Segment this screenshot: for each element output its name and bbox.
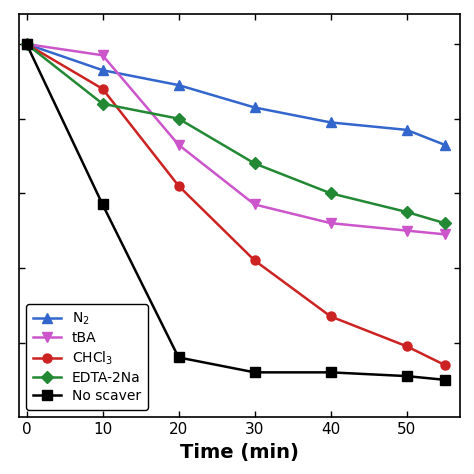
CHCl$_3$	[100, 86, 105, 91]
CHCl$_3$	[252, 257, 257, 263]
Line: N$_2$: N$_2$	[22, 39, 449, 149]
EDTA-2Na	[24, 41, 29, 47]
EDTA-2Na	[252, 161, 257, 166]
X-axis label: Time (min): Time (min)	[180, 443, 299, 462]
Legend: N$_2$, tBA, CHCl$_3$, EDTA-2Na, No scaver: N$_2$, tBA, CHCl$_3$, EDTA-2Na, No scave…	[26, 304, 148, 410]
Line: CHCl$_3$: CHCl$_3$	[22, 39, 449, 369]
CHCl$_3$	[404, 343, 410, 349]
N$_2$	[176, 82, 182, 88]
N$_2$	[328, 119, 333, 125]
CHCl$_3$	[328, 314, 333, 319]
No scaver	[24, 41, 29, 47]
No scaver	[252, 370, 257, 375]
tBA	[328, 220, 333, 226]
No scaver	[100, 201, 105, 207]
CHCl$_3$	[24, 41, 29, 47]
EDTA-2Na	[176, 116, 182, 121]
N$_2$	[100, 67, 105, 73]
tBA	[442, 231, 447, 237]
tBA	[100, 53, 105, 58]
No scaver	[404, 373, 410, 379]
EDTA-2Na	[442, 220, 447, 226]
tBA	[252, 201, 257, 207]
No scaver	[328, 370, 333, 375]
N$_2$	[442, 142, 447, 147]
EDTA-2Na	[100, 101, 105, 107]
tBA	[404, 228, 410, 233]
tBA	[176, 142, 182, 147]
No scaver	[176, 355, 182, 360]
CHCl$_3$	[176, 183, 182, 189]
Line: No scaver: No scaver	[22, 39, 449, 384]
tBA	[24, 41, 29, 47]
No scaver	[442, 377, 447, 383]
Line: EDTA-2Na: EDTA-2Na	[22, 39, 449, 228]
EDTA-2Na	[328, 191, 333, 196]
N$_2$	[252, 105, 257, 110]
EDTA-2Na	[404, 209, 410, 215]
CHCl$_3$	[442, 362, 447, 368]
Line: tBA: tBA	[22, 39, 449, 239]
N$_2$	[404, 127, 410, 133]
N$_2$	[24, 41, 29, 47]
